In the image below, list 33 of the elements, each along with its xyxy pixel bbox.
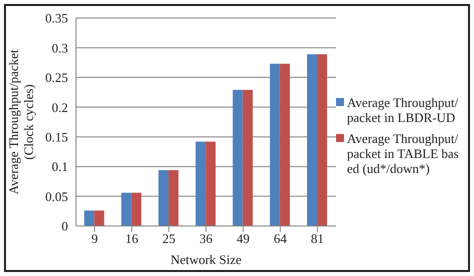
- y-tick-label: 0.1: [52, 159, 68, 174]
- x-tick-label: 16: [125, 231, 139, 246]
- y-tick-label: 0.3: [52, 40, 68, 56]
- y-tick-label: 0.35: [45, 10, 68, 26]
- y-tick-label: 0: [62, 218, 68, 234]
- bar: [242, 90, 253, 226]
- bar: [94, 210, 104, 226]
- y-axis-title: Average Throughput/packet (Clock cycles): [6, 49, 36, 194]
- bar: [168, 170, 178, 226]
- legend-label: Average Throughput/packet in TABLE based (ud*/down*): [347, 130, 460, 176]
- x-tick-label: 64: [274, 231, 288, 246]
- x-tick-label: 49: [236, 231, 250, 246]
- bar: [280, 64, 290, 226]
- bar: [131, 192, 142, 226]
- bar: [270, 64, 280, 226]
- legend-label: Average Throughput/packet in LBDR-UD: [347, 94, 460, 124]
- x-tick-label: 81: [310, 231, 324, 246]
- bar: [196, 142, 206, 226]
- y-tick-label: 0.05: [45, 188, 68, 204]
- x-tick-label: 9: [91, 231, 98, 246]
- bar: [158, 170, 168, 226]
- bar: [121, 192, 132, 226]
- x-axis-title: Network Size: [170, 252, 242, 267]
- x-tick-label: 36: [200, 231, 213, 246]
- y-tick-label: 0.2: [52, 100, 68, 115]
- bar: [206, 142, 216, 226]
- y-tick-label: 0.25: [45, 70, 68, 86]
- bar: [317, 54, 328, 226]
- bar: [232, 90, 243, 226]
- bar: [307, 54, 318, 226]
- bar: [84, 210, 94, 226]
- x-tick-label: 25: [162, 231, 176, 246]
- y-tick-label: 0.15: [45, 129, 68, 144]
